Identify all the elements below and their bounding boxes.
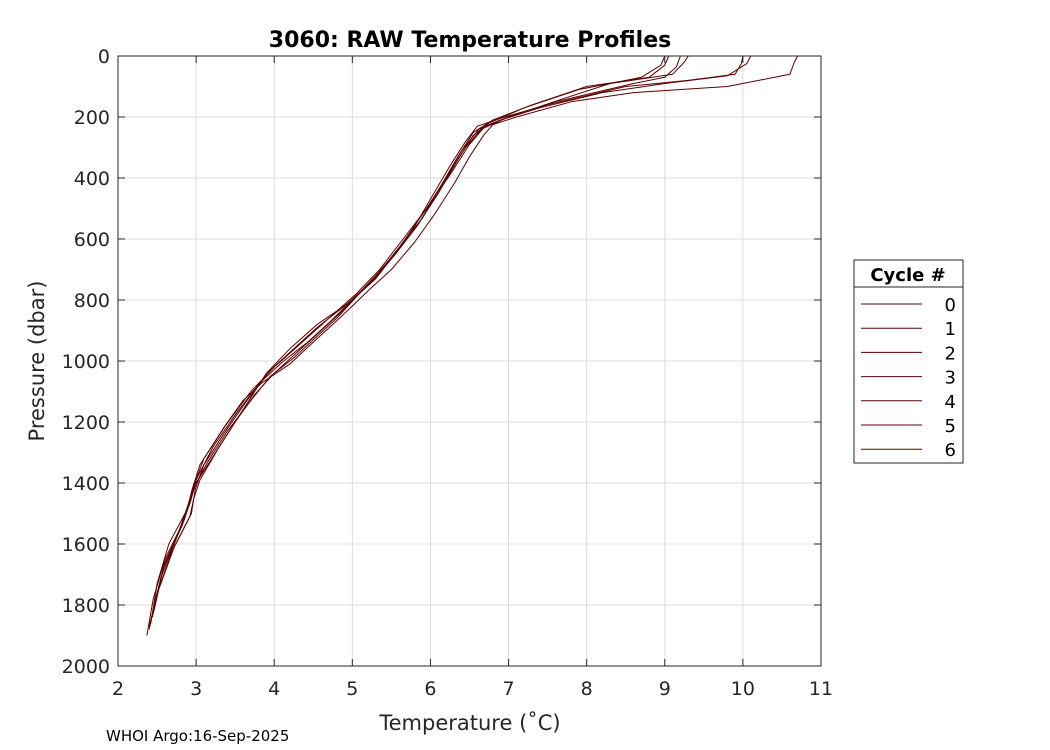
- y-tick-label: 0: [98, 46, 110, 68]
- grid-lines: [117, 55, 822, 667]
- y-axis-ticks: 0 200 400 600 800 1000 1200 1400 1600 1800 2000: [62, 46, 821, 678]
- x-tick-label: 7: [503, 678, 515, 700]
- legend-label-cycle-5: 5: [945, 416, 956, 437]
- legend-label-cycle-6: 6: [945, 440, 956, 461]
- legend-box: [853, 259, 964, 464]
- x-axis-label: Temperature (˚C): [378, 711, 560, 735]
- y-tick-label: 600: [74, 229, 110, 251]
- x-tick-label: 4: [268, 678, 280, 700]
- x-tick-label: 9: [659, 678, 671, 700]
- legend-items: 0 1 2 3 4 5 6: [861, 295, 956, 461]
- profile-line-cycle-1: [148, 55, 744, 630]
- y-tick-label: 200: [74, 107, 110, 129]
- x-tick-label: 6: [424, 678, 436, 700]
- y-tick-label: 1400: [62, 473, 110, 495]
- chart-title: 3060: RAW Temperature Profiles: [269, 28, 671, 53]
- y-tick-label: 800: [74, 290, 110, 312]
- profile-lines: [146, 55, 799, 636]
- x-tick-label: 3: [190, 678, 202, 700]
- legend-title: Cycle #: [870, 265, 945, 286]
- y-tick-label: 1600: [62, 534, 110, 556]
- profile-line-cycle-0: [146, 55, 799, 636]
- y-tick-label: 2000: [62, 656, 110, 678]
- x-tick-label: 2: [112, 678, 124, 700]
- profile-line-cycle-2: [151, 55, 689, 618]
- y-tick-label: 400: [74, 168, 110, 190]
- profile-line-cycle-4: [150, 55, 681, 624]
- legend-label-cycle-4: 4: [945, 392, 956, 413]
- legend: Cycle # 0 1 2 3 4 5 6: [853, 259, 964, 464]
- legend-label-cycle-2: 2: [945, 343, 956, 364]
- y-tick-label: 1200: [62, 412, 110, 434]
- x-axis-ticks: 2 3 4 5 6 7 8 9 10 11: [112, 56, 833, 700]
- profile-line-cycle-3: [156, 55, 670, 593]
- profile-line-cycle-6: [148, 55, 666, 627]
- footer-credit: WHOI Argo:16-Sep-2025: [106, 727, 289, 745]
- legend-label-cycle-1: 1: [945, 319, 956, 340]
- legend-label-cycle-3: 3: [945, 368, 956, 389]
- x-tick-label: 10: [731, 678, 755, 700]
- x-tick-label: 11: [809, 678, 833, 700]
- x-tick-label: 5: [346, 678, 358, 700]
- y-axis-label: Pressure (dbar): [25, 281, 49, 442]
- x-tick-label: 8: [581, 678, 593, 700]
- y-tick-label: 1000: [62, 351, 110, 373]
- profile-line-cycle-5: [153, 55, 752, 612]
- y-tick-label: 1800: [62, 595, 110, 617]
- legend-label-cycle-0: 0: [945, 295, 956, 316]
